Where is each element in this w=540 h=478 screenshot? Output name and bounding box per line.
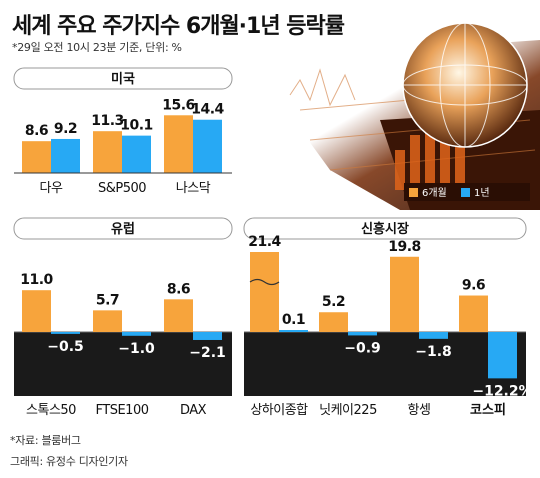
emerging-panel-header bbox=[243, 217, 527, 240]
em-label-6m-3: 9.6 bbox=[462, 278, 485, 294]
eu-label-6m-1: 5.7 bbox=[96, 292, 119, 308]
us-panel-header bbox=[13, 67, 233, 90]
em-label-6m-1: 5.2 bbox=[322, 294, 345, 310]
us-category-0: 다우 bbox=[40, 181, 63, 196]
us-label-6m-0: 8.6 bbox=[25, 123, 48, 139]
em-category-3: 코스피 bbox=[470, 403, 506, 418]
us-bar-6m-0 bbox=[22, 141, 51, 173]
em-bar-1y-0 bbox=[279, 330, 308, 332]
eu-bar-6m-2 bbox=[164, 299, 193, 332]
legend: 6개월 1년 bbox=[404, 183, 530, 201]
us-label-6m-1: 11.3 bbox=[91, 113, 124, 129]
europe-negative-zone bbox=[14, 332, 232, 396]
eu-label-6m-0: 11.0 bbox=[20, 272, 53, 288]
eu-category-0: 스톡스50 bbox=[26, 403, 76, 418]
decorative-background bbox=[250, 22, 540, 210]
em-label-6m-0: 21.4 bbox=[248, 234, 281, 250]
us-category-2: 나스닥 bbox=[176, 181, 211, 196]
eu-bar-1y-1 bbox=[122, 332, 151, 336]
page-subtitle: *29일 오전 10시 23분 기준, 단위: % bbox=[12, 41, 182, 54]
us-panel-title: 미국 bbox=[111, 71, 135, 87]
source-note: *자료: 블룸버그 bbox=[10, 434, 81, 447]
page-title: 세계 주요 주가지수 6개월·1년 등락률 bbox=[12, 14, 345, 39]
europe-panel-header bbox=[13, 217, 233, 240]
eu-bar-1y-0 bbox=[51, 332, 80, 334]
em-label-1y-3: −12.2% bbox=[472, 383, 532, 399]
em-label-1y-0: 0.1 bbox=[282, 312, 305, 328]
us-label-1y-2: 14.4 bbox=[191, 102, 224, 118]
eu-label-1y-1: −1.0 bbox=[118, 341, 155, 357]
em-bar-1y-3 bbox=[488, 332, 517, 379]
eu-category-1: FTSE100 bbox=[96, 403, 149, 418]
eu-label-1y-0: −0.5 bbox=[47, 339, 84, 355]
us-bar-1y-0 bbox=[51, 138, 80, 173]
em-bar-6m-3 bbox=[459, 295, 488, 332]
us-bar-1y-1 bbox=[122, 135, 151, 173]
europe-panel-title: 유럽 bbox=[111, 222, 135, 237]
legend-swatch-6m bbox=[409, 188, 418, 197]
us-label-1y-0: 9.2 bbox=[54, 121, 77, 137]
eu-category-2: DAX bbox=[180, 403, 207, 418]
em-bar-1y-2 bbox=[419, 332, 448, 339]
us-label-6m-2: 15.6 bbox=[162, 97, 195, 113]
emerging-panel-title: 신흥시장 bbox=[361, 221, 409, 237]
legend-label-6m: 6개월 bbox=[422, 187, 447, 199]
em-axis-break-6m-0 bbox=[249, 278, 280, 286]
eu-label-1y-2: −2.1 bbox=[189, 345, 226, 361]
us-category-1: S&P500 bbox=[98, 181, 146, 196]
eu-bar-6m-1 bbox=[93, 310, 122, 332]
us-bar-6m-2 bbox=[164, 115, 193, 173]
em-bar-6m-1 bbox=[319, 312, 348, 332]
legend-swatch-1y bbox=[461, 188, 470, 197]
emerging-negative-zone bbox=[244, 332, 526, 396]
em-label-1y-2: −1.8 bbox=[415, 344, 452, 360]
em-bar-6m-0 bbox=[250, 252, 279, 332]
em-category-0: 상하이종합 bbox=[250, 403, 308, 418]
em-category-2: 항셍 bbox=[408, 403, 431, 418]
eu-bar-1y-2 bbox=[193, 332, 222, 340]
eu-bar-6m-0 bbox=[22, 290, 51, 332]
em-bar-1y-1 bbox=[348, 332, 377, 336]
em-label-6m-2: 19.8 bbox=[388, 239, 421, 255]
credit-note: 그래픽: 유정수 디자인기자 bbox=[10, 455, 128, 468]
em-label-1y-1: −0.9 bbox=[344, 340, 381, 356]
legend-label-1y: 1년 bbox=[474, 187, 490, 199]
eu-label-6m-2: 8.6 bbox=[167, 281, 190, 297]
em-category-1: 닛케이225 bbox=[319, 403, 377, 418]
em-bar-6m-2 bbox=[390, 256, 419, 332]
us-label-1y-1: 10.1 bbox=[120, 118, 153, 134]
us-bar-6m-1 bbox=[93, 131, 122, 173]
us-bar-1y-2 bbox=[193, 119, 222, 173]
